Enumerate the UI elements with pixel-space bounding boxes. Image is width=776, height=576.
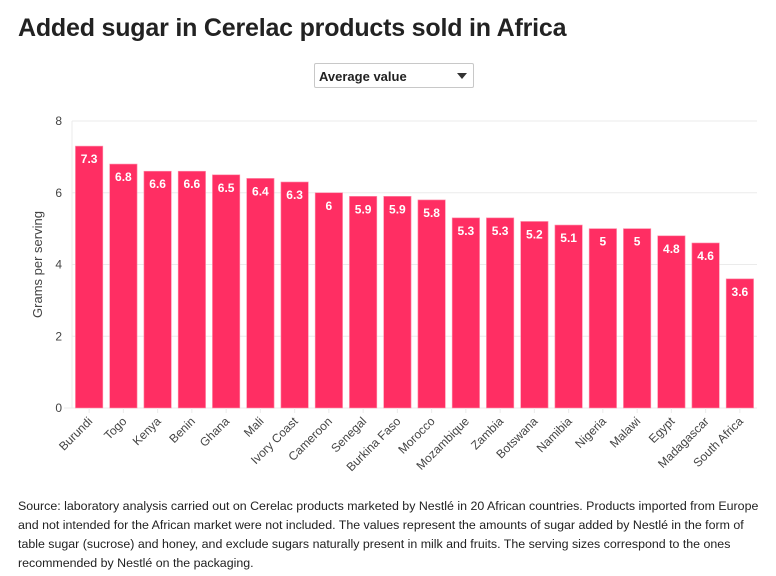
x-tick-label: Togo: [101, 414, 130, 443]
bar-burkina-faso[interactable]: [383, 196, 412, 409]
bar-value-label: 5.3: [492, 224, 509, 238]
bar-mali[interactable]: [246, 178, 275, 409]
bar-malawi[interactable]: [623, 228, 652, 409]
bar-egypt[interactable]: [657, 235, 686, 409]
bar-ghana[interactable]: [212, 174, 241, 409]
bars: 7.3 6.8 6.6 6.6 6.5 6.4 6.3 6 5.9 5.9 5.8 5.3 5.3 5.2…: [75, 145, 754, 409]
bar-value-label: 5.3: [458, 224, 475, 238]
bar-cameroon[interactable]: [314, 192, 343, 409]
bar-namibia[interactable]: [554, 224, 583, 409]
metric-dropdown[interactable]: Average value: [314, 63, 474, 88]
dropdown-selected-value: Average value: [319, 69, 407, 84]
bar-value-label: 5.2: [526, 227, 543, 241]
bar-botswana[interactable]: [520, 221, 549, 409]
bar-kenya[interactable]: [143, 170, 172, 409]
bar-value-label: 6.8: [115, 170, 132, 184]
y-tick-label: 2: [55, 329, 62, 343]
bar-togo[interactable]: [109, 163, 138, 409]
bar-value-label: 5.9: [389, 202, 406, 216]
bar-ivory-coast[interactable]: [280, 181, 309, 409]
bar-value-label: 5.1: [560, 231, 577, 245]
bar-value-label: 7.3: [81, 152, 98, 166]
x-tick-label: Namibia: [534, 414, 575, 455]
x-tick-label: Nigeria: [572, 414, 609, 451]
bar-nigeria[interactable]: [588, 228, 617, 409]
x-tick-label: Ghana: [197, 414, 233, 450]
bar-value-label: 6.6: [184, 177, 201, 191]
bar-burundi[interactable]: [75, 145, 104, 409]
chart-title: Added sugar in Cerelac products sold in …: [18, 14, 567, 42]
bar-value-label: 4.6: [697, 249, 714, 263]
bar-zambia[interactable]: [486, 217, 515, 409]
x-tick-label: Benin: [166, 414, 198, 446]
source-note: Source: laboratory analysis carried out …: [18, 499, 759, 570]
bar-value-label: 5.9: [355, 202, 372, 216]
bar-value-label: 3.6: [732, 285, 749, 299]
bar-benin[interactable]: [177, 170, 206, 409]
x-tick-label: Burundi: [56, 414, 95, 453]
bar-value-label: 6.6: [149, 177, 166, 191]
bar-value-label: 6.4: [252, 184, 269, 198]
caret-down-icon: [457, 73, 467, 79]
bar-chart: 0 2 4 6 8 7.3 6.8 6.6 6.6 6.5 6.4 6.3 6 5.9 5.9 5.8 5.3…: [30, 114, 757, 474]
bar-value-label: 5: [600, 235, 607, 249]
x-tick-label: Kenya: [130, 414, 164, 448]
bar-value-label: 6.3: [286, 188, 303, 202]
bar-value-label: 6.5: [218, 181, 235, 195]
bar-mozambique[interactable]: [451, 217, 480, 409]
y-tick-label: 8: [55, 114, 62, 128]
bar-value-label: 5.8: [423, 206, 440, 220]
y-tick-label: 4: [55, 258, 62, 272]
x-tick-label: Egypt: [646, 414, 678, 446]
bar-value-label: 5: [634, 235, 641, 249]
x-tick-label: Malawi: [607, 414, 643, 450]
bar-value-label: 4.8: [663, 242, 680, 256]
bar-senegal[interactable]: [349, 196, 378, 409]
bar-value-label: 6: [326, 199, 333, 213]
y-axis-title: Grams per serving: [30, 211, 45, 318]
y-axis-ticks: 0 2 4 6 8: [55, 114, 62, 415]
y-tick-label: 6: [55, 186, 62, 200]
x-tick-label: Mali: [241, 414, 266, 439]
bar-madagascar[interactable]: [691, 242, 720, 409]
bar-morocco[interactable]: [417, 199, 446, 409]
y-tick-label: 0: [55, 401, 62, 415]
